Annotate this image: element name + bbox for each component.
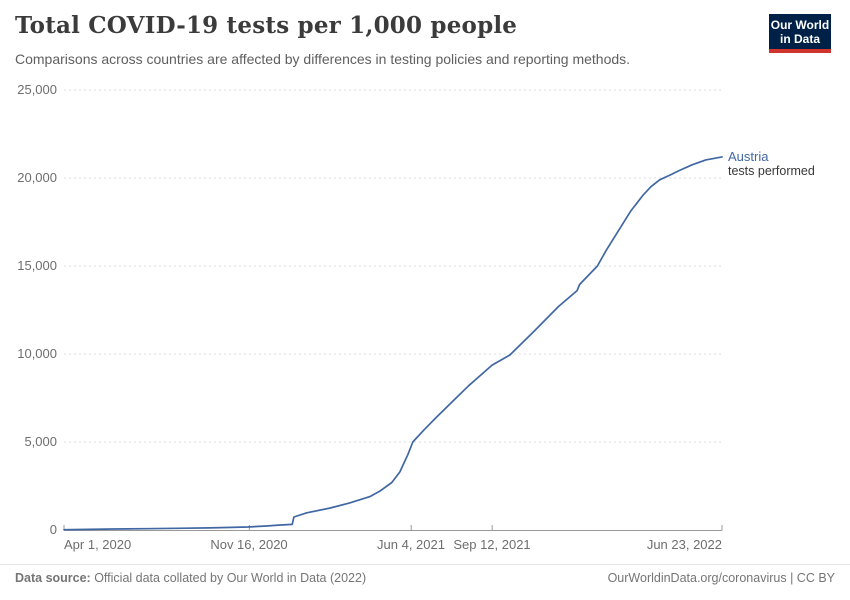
y-axis-label-20000: 20,000 [17, 170, 57, 185]
data-source-label: Data source: [15, 571, 91, 585]
series-legend: Austria tests performed [728, 149, 815, 179]
footer-link[interactable]: OurWorldinData.org/coronavirus [607, 571, 787, 585]
y-axis-label-10000: 10,000 [17, 346, 57, 361]
owid-logo[interactable]: Our World in Data [769, 14, 831, 53]
y-axis-label-15000: 15,000 [17, 258, 57, 273]
chart-subtitle: Comparisons across countries are affecte… [15, 51, 631, 67]
x-axis-label-sep-2021: Sep 12, 2021 [453, 537, 531, 552]
data-source-text: Official data collated by Our World in D… [90, 571, 367, 585]
series-sublabel: tests performed [728, 164, 815, 178]
data-line-austria [63, 156, 723, 531]
y-axis-label-25000: 25,000 [17, 82, 57, 97]
logo-text-line2: in Data [779, 32, 820, 46]
x-axis-label-apr-2020: Apr 1, 2020 [64, 537, 132, 552]
x-axis-label-nov-2020: Nov 16, 2020 [210, 537, 288, 552]
x-axis-label-jun-2022: Jun 23, 2022 [646, 537, 722, 552]
series-label-austria: Austria [728, 149, 769, 164]
y-axis-label-5000: 5,000 [24, 434, 57, 449]
page-title: Total COVID-19 tests per 1,000 people [15, 12, 518, 39]
y-axis-label-0: 0 [49, 522, 57, 537]
logo-text-line1: Our World [770, 18, 830, 32]
footer-attribution: OurWorldinData.org/coronavirus | CC BY [608, 571, 835, 585]
x-axis-label-jun-2021: Jun 4, 2021 [377, 537, 445, 552]
footer-divider [0, 564, 850, 565]
data-source-note: Data source: Official data collated by O… [15, 571, 366, 585]
footer-license: | CC BY [786, 571, 835, 585]
